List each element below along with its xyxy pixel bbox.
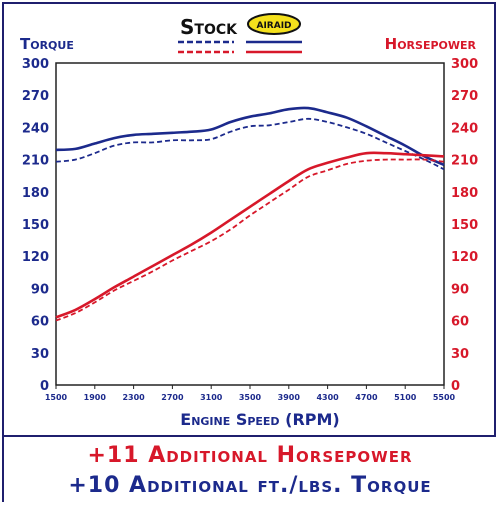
right-tick-label: 240 [451, 121, 478, 136]
right-tick-label: 0 [451, 379, 460, 394]
right-tick-label: 180 [451, 186, 478, 201]
x-tick-label: 1900 [84, 393, 107, 402]
x-tick-label: 4700 [355, 393, 378, 402]
left-axis-title: Torque [20, 35, 74, 53]
right-tick-label: 210 [451, 154, 478, 169]
left-tick-label: 180 [22, 186, 49, 201]
airaid-logo: AIRAID [247, 13, 301, 35]
x-tick-label: 3100 [200, 393, 223, 402]
x-tick-label: 1500 [45, 393, 68, 402]
left-tick-label: 210 [22, 154, 49, 169]
horsepower-gain-text: +11 Additional Horsepower [87, 443, 413, 468]
left-tick-label: 30 [31, 347, 49, 362]
x-tick-label: 4300 [316, 393, 339, 402]
right-tick-label: 300 [451, 57, 478, 72]
x-axis-title: Engine Speed (RPM) [180, 410, 339, 429]
right-tick-label: 30 [451, 347, 469, 362]
series-layer [55, 106, 445, 322]
left-tick-label: 270 [22, 89, 49, 104]
right-tick-labels: 0 30 60 90 120 150 180 210 240 270 300 [451, 57, 478, 394]
legend-stock-label: Stock [180, 15, 238, 39]
airaid-torque-line [55, 106, 445, 167]
left-tick-label: 240 [22, 121, 49, 136]
x-tick-label: 2700 [161, 393, 184, 402]
x-tick-label: 5500 [433, 393, 456, 402]
right-tick-label: 90 [451, 282, 469, 297]
left-tick-label: 120 [22, 250, 49, 265]
right-tick-label: 150 [451, 218, 478, 233]
left-tick-label: 300 [22, 57, 49, 72]
stock-horsepower-line [55, 158, 445, 322]
chart-frame [2, 2, 496, 502]
legend-airaid-label: AIRAID [256, 21, 291, 31]
right-tick-label: 270 [451, 89, 478, 104]
left-tick-labels: 0 30 60 90 120 150 180 210 240 270 300 [22, 57, 49, 394]
right-tick-label: 60 [451, 315, 469, 330]
stock-torque-line [55, 117, 445, 171]
summary-panel: +11 Additional Horsepower +10 Additional… [4, 435, 496, 503]
right-axis-title: Horsepower [385, 35, 477, 53]
left-tick-label: 0 [40, 379, 49, 394]
x-tick-label: 3900 [278, 393, 301, 402]
x-tick-label: 5100 [394, 393, 417, 402]
plot-area [55, 62, 445, 386]
dyno-chart: Stock AIRAID Torque Horsepower 0 30 60 90 12… [20, 13, 478, 429]
left-tick-label: 90 [31, 282, 49, 297]
airaid-horsepower-line [55, 151, 445, 319]
x-tick-label: 2300 [122, 393, 145, 402]
torque-gain-text: +10 Additional ft./lbs. Torque [68, 473, 432, 498]
x-tick-label: 3500 [239, 393, 262, 402]
right-tick-label: 120 [451, 250, 478, 265]
left-tick-label: 60 [31, 315, 49, 330]
x-tick-labels: 1500 1900 2300 2700 3100 3500 3900 4300 4700 5100… [45, 385, 456, 402]
left-tick-label: 150 [22, 218, 49, 233]
